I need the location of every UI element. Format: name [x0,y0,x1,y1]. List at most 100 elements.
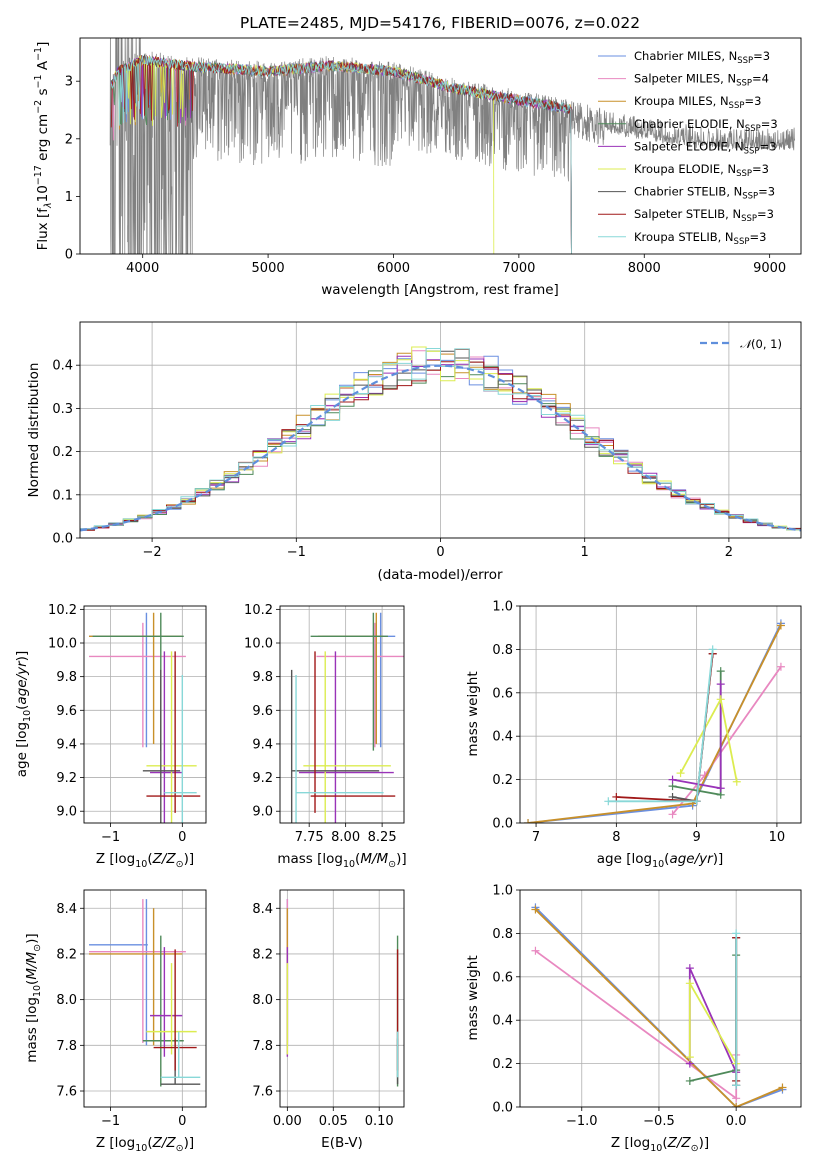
x-axis-label: Z [log10(Z/Z⊙)] [96,851,194,870]
plot-area-age_vs_Z [84,606,206,823]
y-tick-label: 9.6 [252,704,273,719]
x-tick-label: 7.75 [295,830,324,845]
y-tick-label: 8.2 [252,947,273,962]
axes-weight_vs_age: 7 8 9 10 0.0 0.2 0.4 0.6 0.8 1.0 age [log10(age/yr… [465,600,802,870]
y-tick-label: 9.8 [252,670,273,685]
axes-age_vs_Z: −1 0 9.0 9.2 9.4 9.6 9.8 10.0 10.2 Z [log10(Z/Z⊙)… [14,603,207,870]
y-tick-label: 10.0 [48,637,77,652]
x-tick-label: 9000 [753,261,786,276]
y-tick-label: 1 [65,190,73,205]
y-tick-label: 10.2 [48,603,77,618]
y-tick-label: 0.0 [52,532,73,547]
x-tick-label: 7 [532,830,540,845]
axes-frame [519,889,802,1108]
legend-entry: Salpeter MILES, NSSP=4 [634,72,769,89]
weight-marker [732,777,741,786]
y-tick-label: 0 [65,248,73,263]
axes-frame [519,605,802,824]
y-tick-label: 8.0 [56,993,77,1008]
y-tick-label: 0.6 [492,686,513,701]
axes-residuals: −2 −1 0 1 2 0.0 0.1 0.2 0.3 0.4 (data-model)/error… [26,321,802,583]
x-axis-label: Z [log10(Z/Z⊙)] [611,1135,709,1154]
y-tick-label: 0.4 [492,1014,513,1029]
y-axis-label: Normed distribution [26,363,42,498]
weight-marker [716,784,725,793]
x-tick-label: 4000 [126,261,159,276]
residual-histogram-kroupa-stelib [80,348,801,531]
weight-line-kroupa-elodie [688,979,737,1065]
x-tick-label: 5000 [252,261,285,276]
weight-marker [732,1103,741,1107]
legend-entry: Kroupa STELIB, NSSP=3 [634,230,766,247]
legend-entry: Salpeter STELIB, NSSP=3 [634,207,774,224]
y-axis-label: mass weight [465,955,481,1040]
axes-frame [79,37,802,255]
weight-marker [732,1094,741,1103]
x-tick-label: −1.0 [566,1114,598,1129]
weight-marker [604,797,613,806]
y-tick-label: 0.3 [52,402,73,417]
y-tick-label: 9.4 [252,737,273,752]
weight-line-kroupa-miles [534,908,783,1107]
legend-entry: Kroupa MILES, NSSP=3 [634,94,761,111]
axes-spectrum: 4000 5000 6000 7000 8000 9000 0 1 2 3 wavelength [… [33,37,802,298]
plot-area-spectrum [109,38,796,254]
spectrum-data-line [109,38,796,254]
y-tick-label: 0.2 [492,773,513,788]
x-tick-label: 0 [178,1114,186,1129]
legend-entry: Kroupa ELODIE, NSSP=3 [634,162,769,179]
x-tick-label: 2 [725,545,733,560]
y-tick-label: 0.4 [52,359,73,374]
x-tick-label: −1 [101,1114,120,1129]
x-axis-label: mass [log10(M/M⊙)] [277,851,406,870]
y-axis-label: age [log10(age/yr)] [14,651,33,777]
y-tick-label: 0.2 [492,1057,513,1072]
plot-area-age_vs_mass [280,606,404,823]
weight-marker [524,819,533,823]
y-tick-label: 8.0 [252,993,273,1008]
y-tick-label: 9.2 [252,771,273,786]
axes-mass_vs_EBV: 0.00 0.05 0.10 7.6 7.8 8.0 8.2 8.4 E(B-V) [252,889,405,1151]
y-tick-label: 0.4 [492,730,513,745]
y-tick-label: 9.0 [252,805,273,820]
y-tick-label: 0.8 [492,643,513,658]
x-tick-label: −0.5 [643,1114,675,1129]
weight-marker [732,1081,741,1090]
x-tick-label: 10 [769,830,786,845]
legend-entry: Chabrier MILES, NSSP=3 [634,49,770,66]
weight-line-chabrier-miles [534,906,783,1107]
x-tick-label: −1 [287,545,306,560]
x-tick-label: 7000 [502,261,535,276]
x-tick-label: 0.0 [726,1114,747,1129]
x-tick-label: 0.05 [319,1114,348,1129]
y-tick-label: 9.0 [56,805,77,820]
y-tick-label: 7.8 [252,1039,273,1054]
weight-marker [776,621,785,630]
axes-frame [79,321,802,539]
y-tick-label: 0.0 [492,1101,513,1116]
weight-marker [685,1076,694,1085]
plot-area-weight_vs_age [520,606,801,823]
weight-marker [692,797,701,806]
weight-marker [716,680,725,689]
plot-area-residuals [80,322,801,538]
x-axis-label: Z [log10(Z/Z⊙)] [96,1135,194,1154]
axes-frame [279,605,405,824]
y-tick-label: 8.2 [56,947,77,962]
legend: Chabrier MILES, NSSP=3 Salpeter MILES, NS… [598,49,778,247]
weight-marker [776,662,785,671]
x-axis-label: wavelength [Angstrom, rest frame] [321,282,559,298]
weight-marker [716,667,725,676]
x-tick-label: 8000 [628,261,661,276]
legend-entry: 𝒩(0, 1) [740,337,782,351]
x-tick-label: 0 [436,545,444,560]
weight-marker [685,979,694,988]
weight-marker [668,810,677,819]
model-line-kroupa-stelib [110,55,572,254]
y-tick-label: 9.4 [56,737,77,752]
weight-line-kroupa-stelib [608,649,714,803]
x-tick-label: 1 [581,545,589,560]
axes-frame [83,605,207,824]
x-tick-label: 0.10 [365,1114,394,1129]
